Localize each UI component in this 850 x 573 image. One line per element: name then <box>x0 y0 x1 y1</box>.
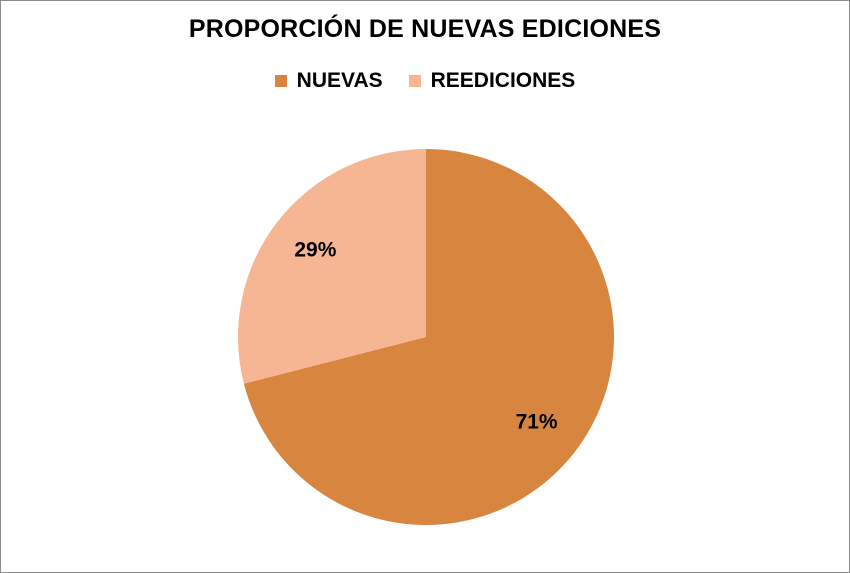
pie-slice-reediciones <box>238 149 426 384</box>
legend-swatch-reediciones <box>408 75 421 87</box>
legend-item-nuevas: NUEVAS <box>274 69 383 93</box>
chart-title: PROPORCIÓN DE NUEVAS EDICIONES <box>188 15 662 43</box>
chart-legend: NUEVAS REEDICIONES <box>1 69 849 93</box>
legend-label-reediciones: REEDICIONES <box>430 69 576 92</box>
data-label-nuevas: 71% <box>516 410 558 433</box>
legend-swatch-nuevas <box>274 75 287 87</box>
data-label-reediciones: 29% <box>294 239 336 262</box>
pie-slice-nuevas <box>243 149 615 525</box>
legend-label-nuevas: NUEVAS <box>296 69 383 92</box>
legend-item-reediciones: REEDICIONES <box>408 69 576 93</box>
